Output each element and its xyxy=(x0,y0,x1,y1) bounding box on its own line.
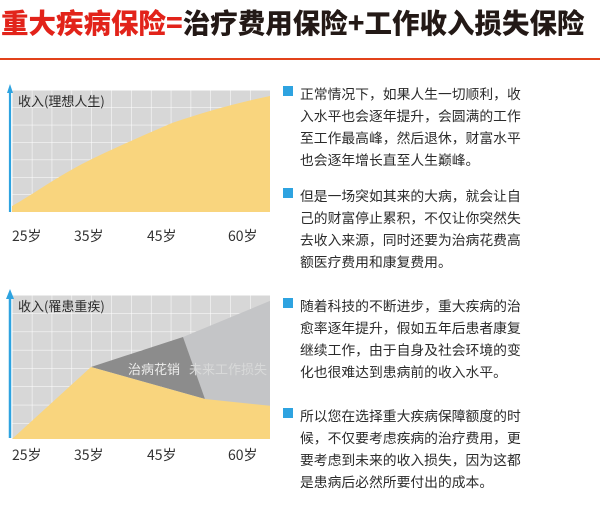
svg-text:治病花销: 治病花销 xyxy=(128,359,180,378)
svg-text:收入(罹患重疾): 收入(罹患重疾) xyxy=(18,296,105,315)
svg-text:收入(理想人生): 收入(理想人生) xyxy=(18,91,105,110)
svg-text:未来工作损失: 未来工作损失 xyxy=(189,359,267,378)
